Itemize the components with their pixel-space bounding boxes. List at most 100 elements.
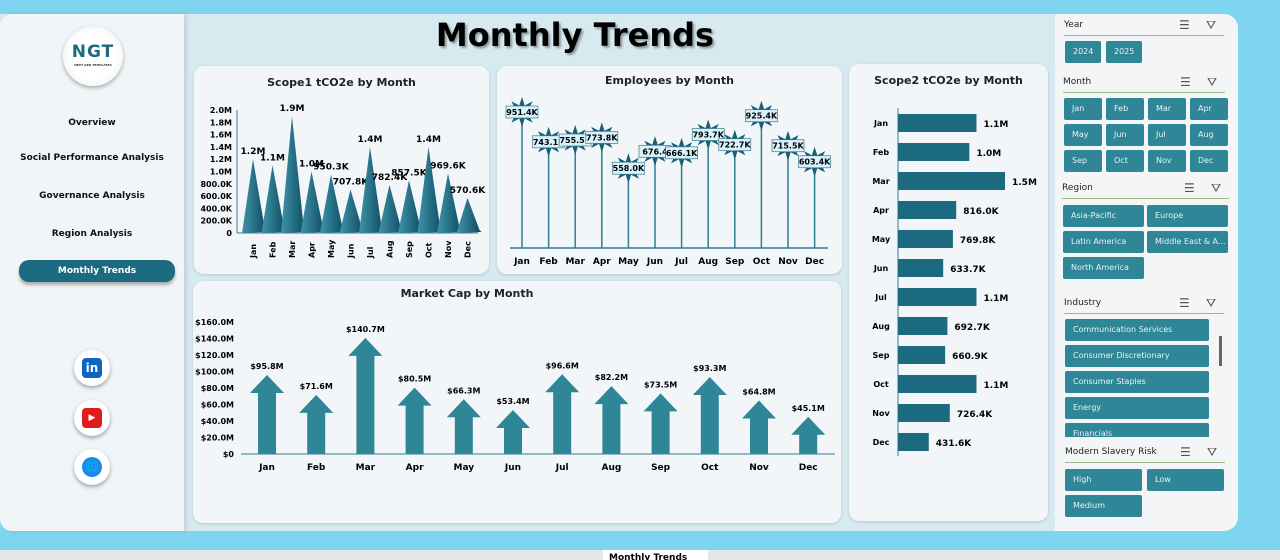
y-tick-label: $20.0M [201, 434, 234, 443]
slicer-item-region[interactable]: Asia-Pacific [1063, 205, 1144, 227]
data-label-box [612, 161, 645, 175]
data-label: $64.8M [742, 388, 775, 397]
data-label: 633.7K [950, 265, 986, 275]
linkedin-button[interactable]: in [74, 350, 110, 386]
data-label-box [505, 105, 539, 119]
slicer-item-month[interactable]: Mar [1148, 98, 1186, 120]
data-label: 1.0M [299, 160, 324, 170]
slicer-item-month[interactable]: Sep [1064, 150, 1102, 172]
slicer-item-industry[interactable]: Communication Services [1065, 319, 1209, 341]
x-tick-label: Oct [425, 242, 434, 258]
website-button[interactable]: 🌐 [74, 449, 110, 485]
y-tick-label: Jun [873, 264, 889, 273]
slicer-item-year[interactable]: 2024 [1065, 41, 1101, 63]
slicer-item-month[interactable]: Dec [1190, 150, 1228, 172]
slicer-item-month[interactable]: Jul [1148, 124, 1186, 146]
x-tick-label: Feb [269, 241, 278, 258]
multi-select-icon[interactable]: ☰ [1179, 296, 1190, 310]
y-tick-label: $80.0M [201, 384, 234, 393]
data-label: 726.4K [957, 410, 993, 420]
y-tick-label: Jul [874, 293, 887, 302]
slicer-item-region[interactable]: Middle East & A... [1147, 231, 1228, 253]
arrow-bar [250, 374, 284, 454]
multi-select-icon[interactable]: ☰ [1179, 18, 1190, 32]
x-tick-label: Feb [307, 463, 326, 473]
arrow-bar [594, 386, 629, 454]
slicer-item-month[interactable]: Apr [1190, 98, 1228, 120]
bar [898, 375, 977, 393]
slicer-item-month[interactable]: Jan [1064, 98, 1102, 120]
multi-select-icon[interactable]: ☰ [1180, 445, 1191, 459]
clear-filter-icon[interactable]: ⛛ [1206, 296, 1217, 310]
y-tick-label: May [872, 235, 891, 244]
slicer-item-risk[interactable]: Medium [1065, 495, 1142, 517]
clear-filter-icon[interactable]: ⛛ [1206, 18, 1217, 32]
slicer-item-year[interactable]: 2025 [1106, 41, 1142, 63]
nav-region[interactable]: Region Analysis [51, 229, 133, 239]
slicer-item-industry[interactable]: Energy [1065, 397, 1209, 419]
slicer-item-region[interactable]: North America [1063, 257, 1144, 279]
logo: NGT NEXT GEN TEMPLATES [63, 26, 123, 86]
slicer-item-month[interactable]: May [1064, 124, 1102, 146]
slicer-item-month[interactable]: Jun [1106, 124, 1144, 146]
nav-governance[interactable]: Governance Analysis [39, 191, 145, 201]
x-tick-label: Jun [646, 257, 663, 267]
youtube-button[interactable]: ▶ [74, 400, 110, 436]
y-tick-label: Mar [872, 177, 889, 186]
x-tick-label: Nov [778, 257, 798, 267]
slicer-item-month[interactable]: Nov [1148, 150, 1186, 172]
y-tick-label: Feb [873, 148, 890, 157]
bar [898, 201, 957, 219]
data-label-box [745, 109, 778, 123]
slicer-item-industry[interactable]: Consumer Discretionary [1065, 345, 1209, 367]
slicer-item-region[interactable]: Europe [1147, 205, 1228, 227]
x-tick-label: Oct [701, 463, 719, 473]
chart-title: Employees by Month [605, 74, 734, 87]
slicer-item-month[interactable]: Feb [1106, 98, 1144, 120]
pyramid-bar [437, 173, 462, 233]
data-label: 950.3K [313, 163, 349, 173]
slicer-item-risk[interactable]: High [1065, 469, 1142, 491]
slicer-item-month[interactable]: Oct [1106, 150, 1144, 172]
data-label: $140.7M [346, 325, 385, 334]
sheet-tab-monthly-trends[interactable]: Monthly Trends [603, 550, 708, 560]
multi-select-icon[interactable]: ☰ [1184, 181, 1195, 195]
x-tick-label: Jul [555, 463, 569, 473]
clear-filter-icon[interactable]: ⛛ [1211, 181, 1222, 195]
arrow-bar [496, 409, 530, 454]
data-label: 1.1M [983, 120, 1008, 130]
slicer-item-month[interactable]: Aug [1190, 124, 1228, 146]
slicer-header-region: Region [1062, 183, 1229, 199]
y-tick-label: $100.0M [195, 368, 234, 377]
nav-monthly-trends[interactable]: Monthly Trends [19, 260, 175, 282]
pyramid-bar [339, 189, 365, 233]
slicer-item-region[interactable]: Latin America [1063, 231, 1144, 253]
data-label: 816.0K [963, 207, 999, 217]
data-label: 666.1K [666, 149, 698, 158]
industry-scrollbar[interactable] [1219, 336, 1222, 366]
slicer-item-risk[interactable]: Low [1147, 469, 1224, 491]
data-label: 951.4K [506, 108, 538, 117]
y-tick-label: 600.0K [200, 192, 232, 201]
y-tick-label: Jan [873, 119, 888, 128]
multi-select-icon[interactable]: ☰ [1180, 75, 1191, 89]
slicer-item-industry[interactable]: Consumer Staples [1065, 371, 1209, 393]
clear-filter-icon[interactable]: ⛛ [1207, 445, 1218, 459]
clear-filter-icon[interactable]: ⛛ [1207, 75, 1218, 89]
nav-overview[interactable]: Overview [68, 118, 116, 128]
arrow-bar [742, 400, 776, 454]
marketcap-chart-card: Market Cap by Month [193, 281, 841, 523]
nav-social-performance[interactable]: Social Performance Analysis [20, 153, 164, 163]
y-tick-label: Dec [873, 438, 890, 447]
pyramid-bar [320, 174, 345, 233]
y-tick-label: 1.0M [210, 168, 232, 177]
y-tick-label: 200.0K [200, 217, 232, 226]
x-tick-label: Sep [725, 257, 745, 267]
y-tick-label: 1.8M [210, 118, 232, 127]
arrow-bar [791, 416, 826, 454]
slicer-title: Modern Slavery Risk [1065, 447, 1157, 457]
data-label: $80.5M [398, 375, 431, 384]
y-tick-label: $0 [223, 450, 235, 459]
slicer-title: Region [1062, 183, 1093, 193]
bar [898, 288, 977, 306]
